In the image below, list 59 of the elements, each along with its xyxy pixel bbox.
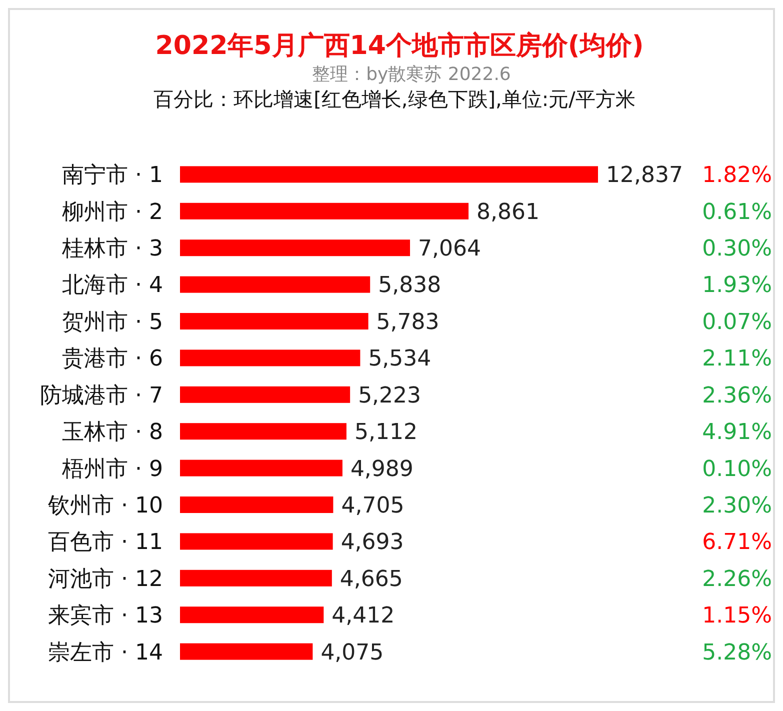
data-label: 7,064 — [418, 236, 482, 262]
y-tick-label: 柳州市 · 2 — [62, 200, 163, 225]
data-label: 2.11% — [702, 346, 772, 372]
bar — [180, 386, 350, 403]
data-label: 4,412 — [332, 604, 395, 629]
y-tick-label: 玉林市 · 8 — [62, 420, 163, 446]
data-label: 0.30% — [702, 236, 772, 262]
data-label: 0.61% — [702, 200, 772, 225]
data-label: 1.15% — [702, 604, 772, 629]
y-tick-label: 防城港市 · 7 — [40, 383, 163, 408]
bar — [180, 350, 360, 366]
data-label: 6.71% — [702, 530, 772, 556]
data-label: 4,075 — [320, 640, 384, 666]
bar — [180, 240, 410, 256]
data-label: 4,989 — [350, 456, 414, 482]
data-label: 4.91% — [702, 420, 772, 446]
y-tick-label: 桂林市 · 3 — [61, 236, 163, 262]
data-label: 4,705 — [341, 493, 404, 518]
y-tick-label: 贵港市 · 6 — [62, 346, 163, 372]
y-tick-label: 南宁市 · 1 — [62, 163, 163, 188]
chart-title: 2022年5月广西14个地市市区房价(均价) — [155, 31, 644, 61]
bar — [180, 496, 334, 514]
bar — [180, 166, 598, 183]
bar — [180, 202, 469, 220]
bar — [180, 460, 342, 476]
data-label: 5,112 — [354, 420, 418, 446]
y-tick-label: 钦州市 · 10 — [47, 493, 163, 518]
y-tick-label: 贺州市 · 5 — [62, 310, 163, 335]
bar — [180, 606, 324, 624]
chart-subtitle: 整理：by散寒苏 2022.6 — [312, 64, 511, 85]
bar — [180, 643, 313, 660]
data-label: 5,783 — [376, 310, 440, 335]
y-tick-label: 来宾市 · 13 — [48, 604, 163, 629]
text: 百分比：环比增速[红色增长,绿色下跌],单位:元/平方米 — [154, 87, 636, 111]
bar — [180, 533, 333, 550]
data-label: 4,693 — [340, 530, 404, 556]
bar — [180, 570, 332, 586]
data-label: 1.82% — [702, 163, 772, 188]
y-tick-label: 百色市 · 11 — [48, 530, 163, 556]
data-label: 12,837 — [606, 163, 683, 188]
bar — [180, 312, 368, 330]
data-label: 4,665 — [340, 566, 403, 592]
data-label: 2.36% — [702, 383, 772, 408]
y-tick-label: 崇左市 · 14 — [48, 640, 163, 666]
y-tick-label: 河池市 · 12 — [48, 566, 163, 592]
bar — [180, 423, 346, 440]
data-label: 0.10% — [702, 456, 772, 482]
y-tick-label: 北海市 · 4 — [62, 273, 163, 298]
data-label: 5,838 — [378, 273, 442, 298]
data-label: 2.30% — [702, 493, 772, 518]
y-tick-label: 梧州市 · 9 — [61, 456, 163, 482]
data-label: 1.93% — [702, 273, 772, 298]
data-label: 2.26% — [702, 566, 772, 592]
data-label: 5,534 — [368, 346, 432, 372]
data-label: 5.28% — [702, 640, 772, 666]
data-label: 0.07% — [702, 310, 772, 335]
data-label: 8,861 — [476, 200, 540, 225]
data-label: 5,223 — [358, 383, 422, 408]
bar — [180, 276, 370, 293]
